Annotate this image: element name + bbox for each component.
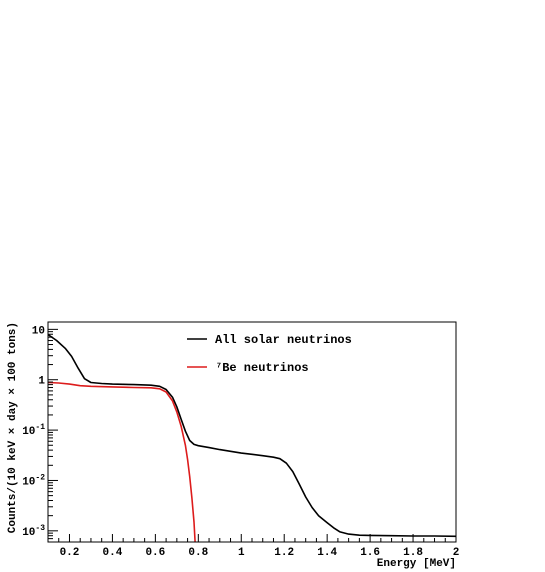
plot-frame (47, 321, 457, 543)
y-tick-label: 10-1 (22, 423, 45, 438)
x-tick-label: 1.2 (274, 547, 294, 559)
y-tick-base: 10 (22, 426, 35, 438)
y-tick-base: 10 (22, 527, 35, 539)
y-tick-label: 10-2 (22, 473, 45, 488)
y-tick-base: 10 (32, 325, 45, 337)
y-tick-base: 10 (22, 476, 35, 488)
x-tick-label: 0.6 (145, 547, 165, 559)
y-tick-base: 1 (38, 376, 45, 388)
ticks-layer: 0.2 0.4 0.6 0.8 1 1.2 1.4 1.6 1.8 210110-110-210-… (22, 325, 459, 559)
x-tick-label: 1.8 (403, 547, 423, 559)
x-tick-label: 0.2 (60, 547, 80, 559)
series-layer (48, 333, 456, 542)
legend: All solar neutrinos ⁷Be neutrinos (187, 333, 352, 375)
x-tick-label: 1.6 (360, 547, 380, 559)
y-tick-exponent: -2 (35, 473, 45, 482)
legend-label-be7: ⁷Be neutrinos (215, 361, 309, 375)
y-tick-label: 1 (38, 376, 45, 388)
x-tick-label: 0.4 (103, 547, 123, 559)
x-axis-title: Energy [MeV] (377, 558, 456, 570)
series-line-0 (48, 333, 456, 538)
y-axis-title: Counts/(10 keV × day × 100 tons) (7, 322, 19, 533)
y-tick-label: 10-3 (22, 524, 45, 539)
y-tick-exponent: -3 (35, 524, 45, 533)
series-line-1 (48, 381, 196, 542)
y-tick-exponent: -1 (35, 423, 45, 432)
x-tick-label: 2 (453, 547, 460, 559)
y-tick-label: 10 (32, 325, 45, 337)
x-tick-label: 1 (238, 547, 245, 559)
x-tick-label: 0.8 (188, 547, 208, 559)
legend-label-all-solar: All solar neutrinos (215, 333, 352, 347)
x-tick-label: 1.4 (317, 547, 337, 559)
